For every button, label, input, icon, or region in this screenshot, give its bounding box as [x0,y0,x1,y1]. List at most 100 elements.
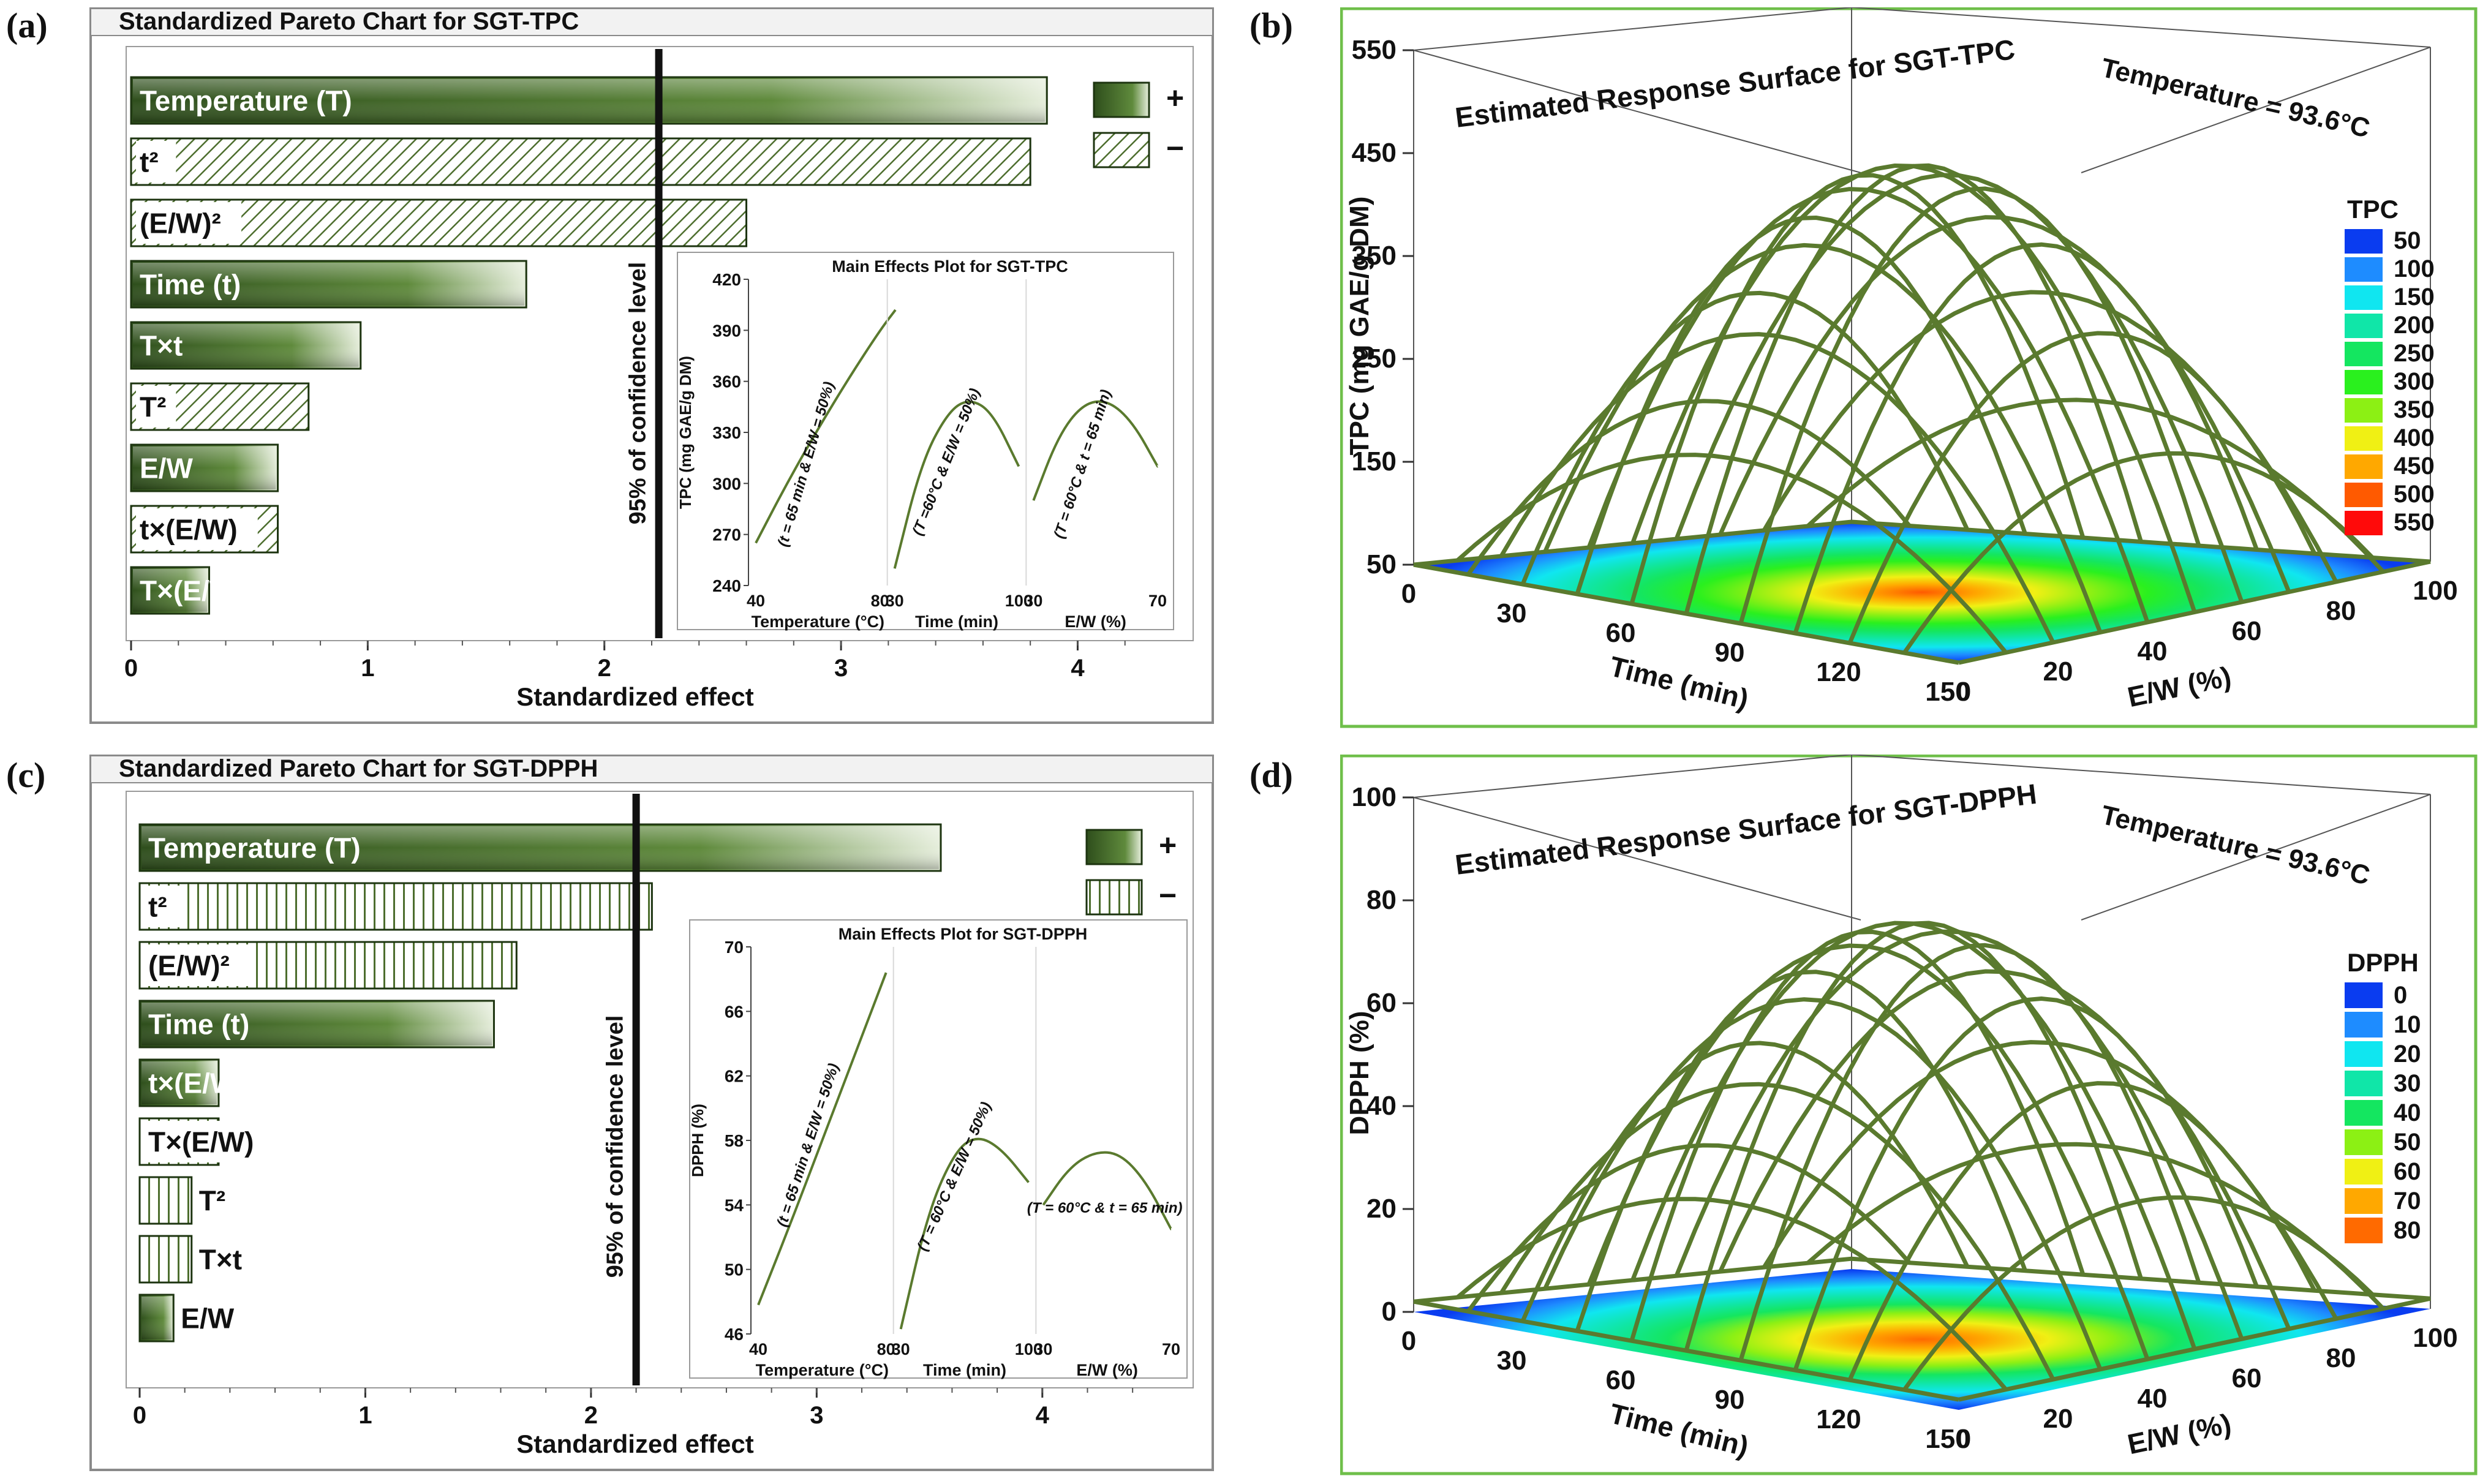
inset-y-tick-label: 240 [712,576,741,595]
box-front-top-edge [1413,797,1861,921]
pareto-bar: (E/W)² [130,198,748,247]
confidence-label: 95% of confidence level [625,262,651,525]
legend-level-label: 40 [2394,1099,2421,1126]
legend-swatch [2345,398,2383,423]
box-top-edge [1413,7,1852,51]
legend-level-label: 300 [2394,368,2435,395]
inset-x-tick-label: 80 [877,1340,895,1358]
inset-y-tick-label: 360 [712,372,741,391]
z-tick-label: 20 [1366,1194,1396,1224]
surface-mesh [1413,921,2431,1402]
surface-panel-b: Estimated Response Surface for SGT-TPC Te… [1340,7,2478,728]
x-tick-label: 150 [1925,677,1970,707]
bar-label-bg [145,886,185,927]
bar-gloss [141,826,939,869]
legend-level-label: 200 [2394,312,2435,339]
legend-swatch-positive [1093,81,1150,118]
legend-swatch [2345,314,2383,338]
z-tick-label: 80 [1366,885,1396,915]
legend-swatch [2345,1129,2383,1155]
x-tick-label: 150 [1925,1424,1970,1454]
pareto-bar: Time (t) [130,260,527,309]
z-tick-label: 40 [1366,1091,1396,1121]
mesh-line-ew [1806,397,2385,573]
plot-area [126,791,1194,1388]
pareto-bar: t×(E/W) [130,505,279,554]
legend-swatch [2345,982,2383,1008]
bar-gloss [133,446,276,489]
inset-x-tick-label: 70 [1162,1340,1180,1358]
x-tick-label: 90 [1715,638,1745,668]
pareto-bar: Temperature (T) [138,823,942,872]
bar-label-bg [136,141,176,183]
x-tick-label: 30 [1497,598,1527,628]
x-tick-label: 0 [124,655,138,682]
bar-label: T×t [199,1244,242,1276]
bar-label: t² [140,146,159,178]
legend-swatch-positive [1085,829,1143,865]
inset-x-tick-label: 100 [1005,592,1033,610]
inset-x-axis-label: Time (min) [923,1361,1006,1379]
bar-label-bg [136,386,176,427]
bar-negative [138,1235,193,1284]
inset-y-tick-label: 66 [725,1002,744,1021]
bar-label: t×(E/W) [140,514,238,546]
legend-swatch [2345,285,2383,310]
bar-label: Time (t) [140,269,241,301]
inset-x-axis-label: E/W (%) [1065,612,1126,631]
legend-swatch [2345,342,2383,366]
x-tick-label: 2 [584,1402,598,1429]
pareto-bar: T² [130,382,310,431]
legend-swatch [2345,1012,2383,1038]
x-tick-label: 2 [598,655,611,682]
legend-level-label: 60 [2394,1158,2421,1185]
inset-y-tick-label: 62 [725,1067,744,1086]
legend-level-label: 50 [2394,227,2421,254]
inset-x-tick-label: 30 [1024,592,1042,610]
legend-level-label: 80 [2394,1217,2421,1244]
bar-gloss [133,569,208,612]
legend-swatch [2345,1041,2383,1067]
mesh-line-time [1902,1195,2374,1392]
legend-level-label: 10 [2394,1011,2421,1038]
mesh-line-ew [1630,164,2197,613]
mesh-line-ew [1718,969,2291,1330]
mesh-line-ew [1674,929,2244,1340]
x-tick-label: 120 [1816,657,1861,687]
box-top-edge [1413,755,1852,798]
bar-label: Temperature (T) [148,832,361,864]
x-tick-label: 4 [1071,655,1085,682]
main-effects-inset [689,919,1188,1379]
legend-level-label: 350 [2394,396,2435,423]
inset-y-tick-label: 70 [725,938,744,957]
bar-label-bg [136,202,242,244]
z-tick-label: 100 [1352,782,1396,812]
main-effect-curve [1042,1151,1172,1230]
pareto-bar: (E/W)² [138,941,518,990]
pareto-bar: T×(E/W) [130,566,245,615]
inset-y-axis-label: DPPH (%) [688,1104,707,1177]
y-tick-label: 40 [2138,1384,2168,1414]
floor-contour-map [1414,1269,2430,1410]
bar-negative [138,1176,193,1225]
x-axis-label: Standardized effect [516,682,753,711]
inset-x-tick-label: 40 [747,592,765,610]
surface-box [1413,7,2431,565]
legend-level-label: 70 [2394,1188,2421,1215]
panel-label-b: (b) [1249,6,1293,45]
inset-y-tick-label: 58 [725,1131,744,1150]
pareto-panel-c: Standardized Pareto Chart for SGT-DPPH Te… [89,755,1214,1471]
bar-negative [138,882,653,931]
box-front-top-edge [2081,794,2431,921]
box-front-top-edge [1413,50,1861,173]
x-tick-label: 60 [1606,1365,1636,1395]
legend-title: TPC [2347,195,2399,224]
pareto-bar: T² [138,1176,225,1225]
mesh-line-ew [1762,290,2339,583]
z-tick-label: 50 [1366,549,1396,579]
pareto-bar: E/W [138,1294,235,1343]
legend-swatch [2345,1218,2383,1243]
legend-sign-negative: − [1159,878,1177,913]
inset-x-axis-label: E/W (%) [1076,1361,1138,1379]
legend-level-label: 450 [2394,453,2435,480]
